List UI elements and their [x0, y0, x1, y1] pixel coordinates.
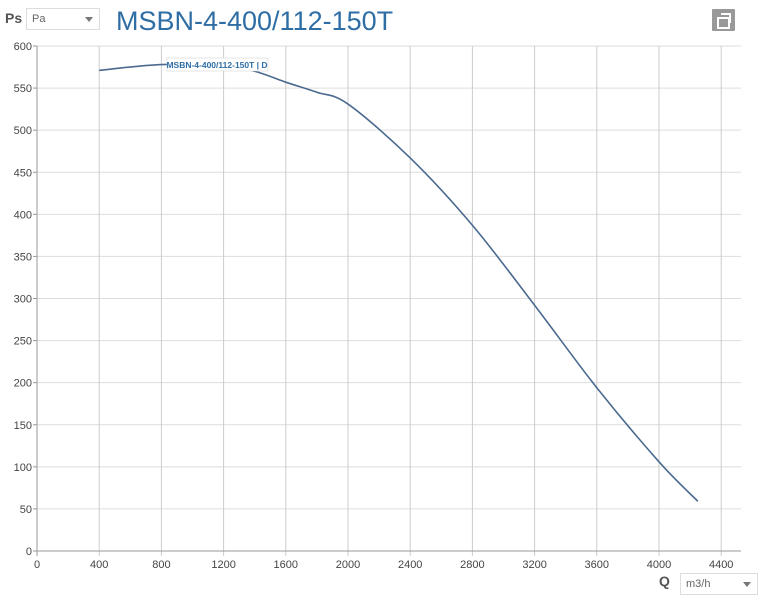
x-tick-label: 4400 [709, 559, 733, 571]
y-tick-label: 50 [20, 504, 32, 516]
y-tick-label: 0 [26, 546, 32, 558]
y-tick-label: 200 [14, 378, 32, 390]
y-axis-label: Ps [5, 10, 23, 26]
x-tick-label: 2000 [336, 559, 360, 571]
y-tick-label: 150 [14, 420, 32, 432]
y-tick-label: 250 [14, 336, 32, 348]
series-label: MSBN-4-400/112-150T | D [166, 60, 267, 70]
y-tick-label: 350 [14, 251, 32, 263]
x-tick-label: 400 [90, 559, 108, 571]
x-unit-value: m3/h [686, 578, 711, 590]
y-unit-value: Pa [32, 13, 46, 25]
x-tick-label: 1600 [274, 559, 298, 571]
x-unit-select[interactable]: m3/h [680, 573, 758, 595]
y-tick-label: 450 [14, 167, 32, 179]
x-tick-label: 0 [34, 559, 40, 571]
y-tick-label: 550 [14, 83, 32, 95]
y-unit-select[interactable]: Pa [26, 8, 100, 30]
y-tick-label: 500 [14, 125, 32, 137]
chart-title: MSBN-4-400/112-150T [116, 6, 394, 36]
series-label-box [166, 57, 269, 72]
y-tick-label: 600 [14, 41, 32, 53]
x-tick-label: 2400 [398, 559, 422, 571]
chevron-down-icon [85, 17, 93, 22]
x-tick-label: 4000 [647, 559, 671, 571]
chevron-down-icon [743, 582, 751, 587]
x-tick-label: 3600 [585, 559, 609, 571]
copy-icon[interactable] [712, 9, 735, 31]
y-tick-label: 100 [14, 462, 32, 474]
y-tick-label: 400 [14, 209, 32, 221]
x-axis-label: Q [659, 573, 670, 589]
y-tick-label: 300 [14, 294, 32, 306]
x-tick-label: 3200 [522, 559, 546, 571]
x-tick-label: 800 [152, 559, 170, 571]
x-tick-label: 2800 [460, 559, 484, 571]
x-tick-label: 1200 [211, 559, 235, 571]
